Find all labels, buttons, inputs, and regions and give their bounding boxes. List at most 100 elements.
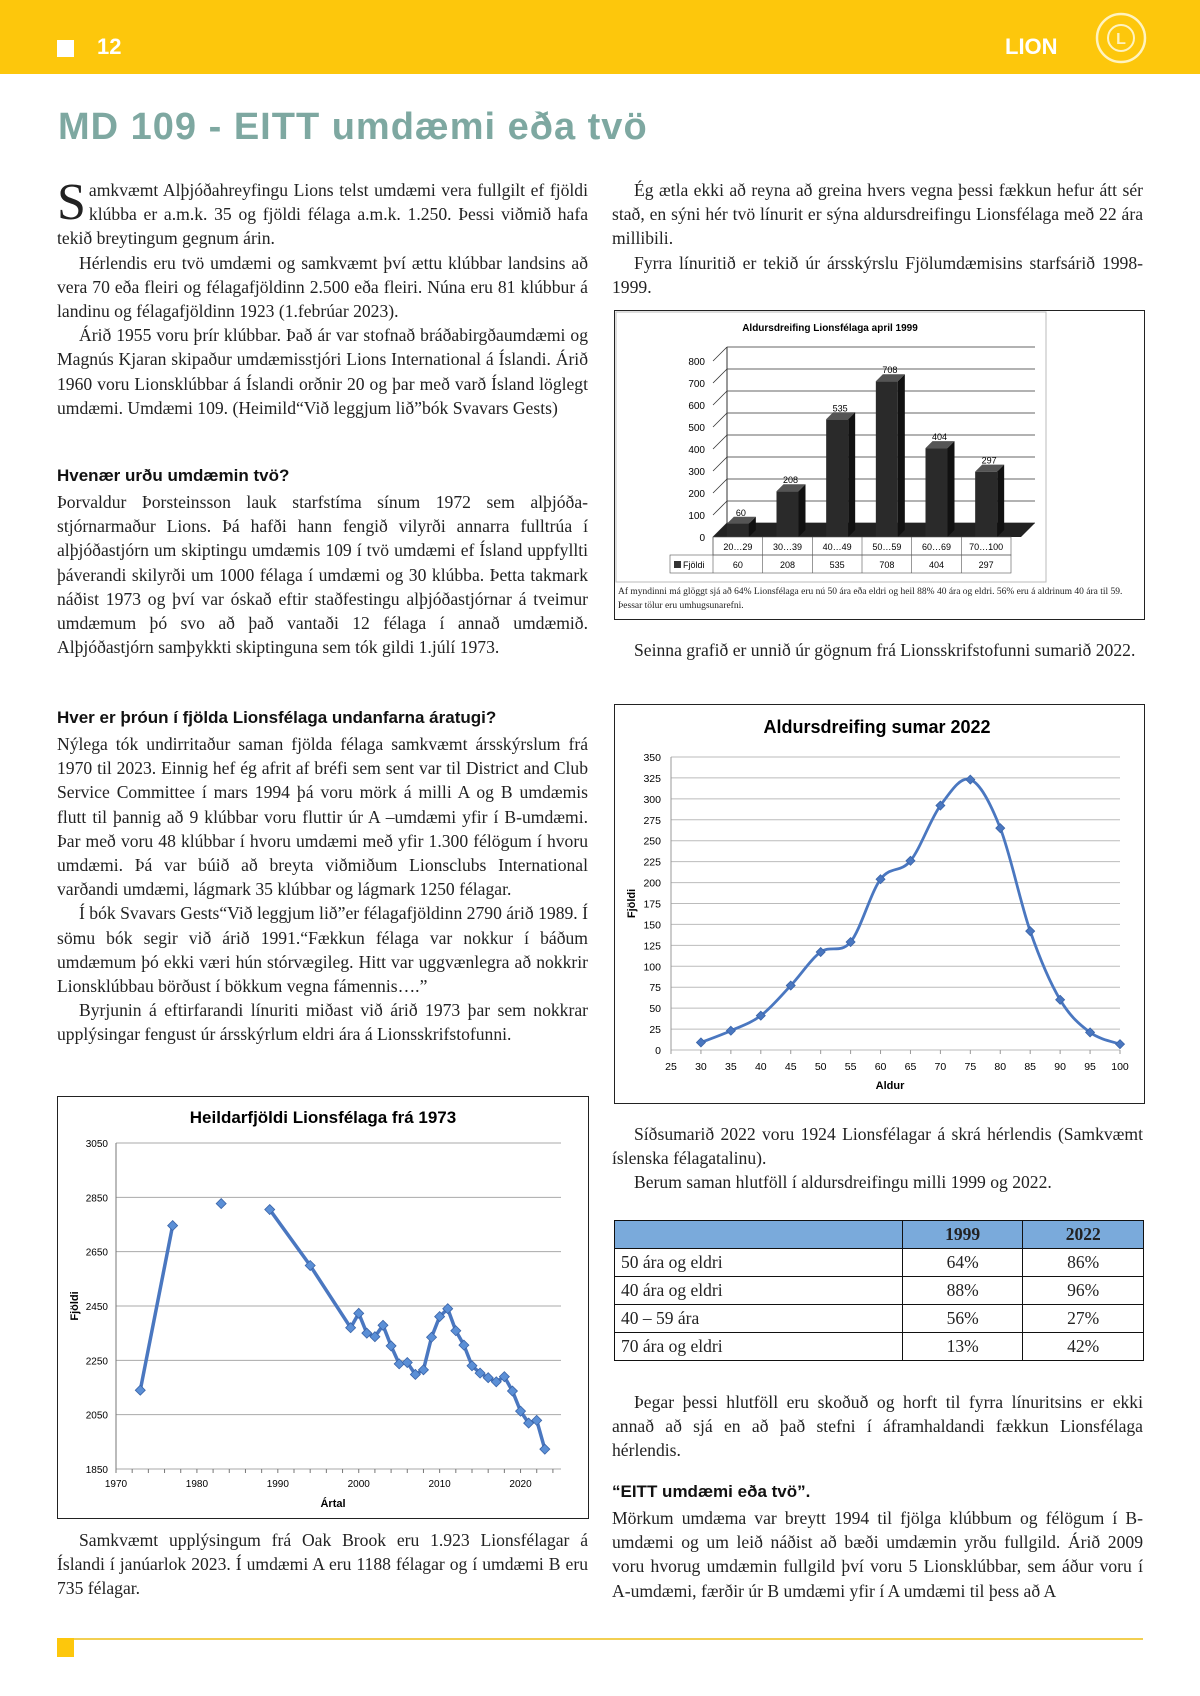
data-point	[482, 1372, 494, 1384]
cell-1999: 64%	[901, 1248, 1024, 1277]
data-point	[385, 1340, 397, 1352]
x-tick-label: 90	[1054, 1061, 1066, 1073]
table-value: 60	[733, 560, 743, 570]
grid-side	[712, 412, 728, 428]
table-header: 2022	[1022, 1220, 1144, 1249]
data-point	[1114, 1039, 1126, 1050]
data-point	[845, 936, 856, 948]
x-tick-label: 2000	[348, 1479, 371, 1490]
cell-2022: 27%	[1022, 1304, 1144, 1333]
bar-value-label: 60	[736, 508, 746, 518]
data-point	[134, 1384, 146, 1396]
y-tick-label: 225	[643, 857, 661, 869]
section-trend: Hver er þróun í fjölda Lionsfélaga undan…	[57, 706, 588, 1047]
drop-cap: S	[57, 174, 86, 231]
bar-value-label: 208	[783, 475, 798, 485]
caption-section: Samkvæmt upplýsingum frá Oak Brook eru 1…	[57, 1528, 588, 1601]
x-tick-label: 2020	[509, 1479, 532, 1490]
chart-age-2022: Aldursdreifing sumar 2022 0 25 50 75 100 125 15…	[614, 704, 1145, 1104]
table-row: 70 ára og eldri 13% 42%	[614, 1332, 1144, 1361]
data-point	[785, 980, 796, 991]
x-tick-label: 70	[935, 1061, 947, 1073]
grid-side	[712, 434, 728, 450]
paragraph: Seinna grafið er unnið úr gögnum frá Lio…	[634, 640, 1136, 660]
data-point	[539, 1443, 551, 1455]
table-header-row: 1999 2022	[614, 1220, 1144, 1249]
data-point	[215, 1198, 227, 1210]
paragraph: Hérlendis eru tvö umdæmi og samkvæmt því…	[57, 252, 588, 322]
data-point	[377, 1319, 389, 1331]
bar-top	[875, 374, 905, 382]
data-point	[442, 1303, 454, 1315]
data-point	[167, 1220, 179, 1232]
bar-top	[726, 516, 756, 524]
y-tick-label: 0	[655, 1045, 661, 1057]
grid-side	[712, 456, 728, 472]
paragraph: Samkvæmt upplýsingum frá Oak Brook eru 1…	[57, 1530, 588, 1599]
y-tick-label: 800	[688, 357, 705, 368]
section-one-or-two: “EITT umdæmi eða tvö”. Mörkum umdæma var…	[612, 1480, 1143, 1603]
x-tick-label: 50	[815, 1061, 827, 1073]
data-point	[369, 1331, 381, 1343]
data-point	[264, 1203, 276, 1216]
row-label: 40 – 59 ára	[614, 1304, 903, 1333]
x-tick-label: 1980	[186, 1479, 209, 1490]
x-tick-label: 80	[994, 1061, 1006, 1073]
data-point	[1055, 994, 1066, 1005]
footer-rule	[57, 1638, 1143, 1640]
y-tick-label: 500	[688, 423, 705, 434]
right-intro: Ég ætla ekki að reyna að greina hvers ve…	[612, 178, 1143, 299]
paragraph: Berum saman hlutföll í aldursdreifingu m…	[634, 1172, 1052, 1193]
data-point	[466, 1360, 478, 1372]
y-tick-label: 0	[699, 533, 705, 544]
grid-side	[712, 478, 728, 494]
y-tick-label: 200	[643, 878, 661, 890]
bar-side	[997, 464, 1005, 537]
article-title: MD 109 - EITT umdæmi eða tvö	[58, 106, 648, 148]
data-point	[514, 1405, 527, 1417]
x-tick-label: 75	[964, 1061, 976, 1073]
y-tick-label: 600	[688, 401, 705, 412]
row-label: 40 ára og eldri	[614, 1276, 903, 1305]
y-tick-label: 50	[649, 1003, 661, 1015]
series-line	[700, 777, 1121, 1046]
data-point	[1085, 1027, 1096, 1038]
bar-value-label: 404	[932, 432, 947, 442]
chart-total-members-svg: Heildarfjöldi Lionsfélaga frá 1973 1850 20…	[69, 1108, 561, 1510]
x-tick-label: 35	[725, 1061, 737, 1073]
x-tick-label: 95	[1084, 1061, 1096, 1073]
cell-2022: 86%	[1022, 1248, 1144, 1277]
table-header: 1999	[901, 1220, 1024, 1249]
x-tick-label: 2010	[429, 1479, 452, 1490]
series-line	[268, 1208, 547, 1450]
paragraph: Í bók Svavars Gests“Við leggjum lið”er f…	[57, 903, 588, 997]
page-marker	[57, 40, 74, 57]
x-tick-label: 30	[695, 1061, 707, 1073]
data-point	[417, 1364, 430, 1376]
bar	[975, 471, 998, 537]
lions-logo-icon: L	[1095, 12, 1147, 64]
y-tick-label: 100	[643, 961, 661, 973]
paragraph: Nýlega tók undirritaður saman fjölda fél…	[57, 734, 588, 900]
chart-caption: Af myndinni má glöggt sjá að 64% Lionsfé…	[618, 587, 1122, 611]
legend-swatch	[674, 561, 681, 568]
y-tick-label: 700	[688, 379, 705, 390]
chart-title: Heildarfjöldi Lionsfélaga frá 1973	[190, 1108, 456, 1127]
data-point	[815, 946, 826, 958]
y-axis-label: Fjöldi	[69, 1291, 81, 1320]
x-tick-label: 60	[875, 1061, 887, 1073]
table-row: 50 ára og eldri 64% 86%	[614, 1248, 1144, 1277]
cell-1999: 88%	[901, 1276, 1024, 1305]
y-tick-label: 325	[643, 773, 661, 785]
paragraph: Byrjunin á eftirfarandi línuriti miðast …	[57, 1000, 588, 1045]
chart-title: Aldursdreifing sumar 2022	[763, 717, 990, 737]
data-point	[755, 1010, 766, 1021]
bar-side	[848, 412, 856, 537]
data-point	[304, 1259, 316, 1272]
data-point	[361, 1327, 373, 1339]
x-tick-label: 65	[905, 1061, 917, 1073]
bar-top	[776, 484, 806, 492]
age-comparison-table: 1999 2022 50 ára og eldri 64% 86% 40 ára o…	[614, 1220, 1144, 1361]
row-label: 50 ára og eldri	[614, 1248, 903, 1277]
header-bar: 12 LION L	[0, 0, 1200, 74]
